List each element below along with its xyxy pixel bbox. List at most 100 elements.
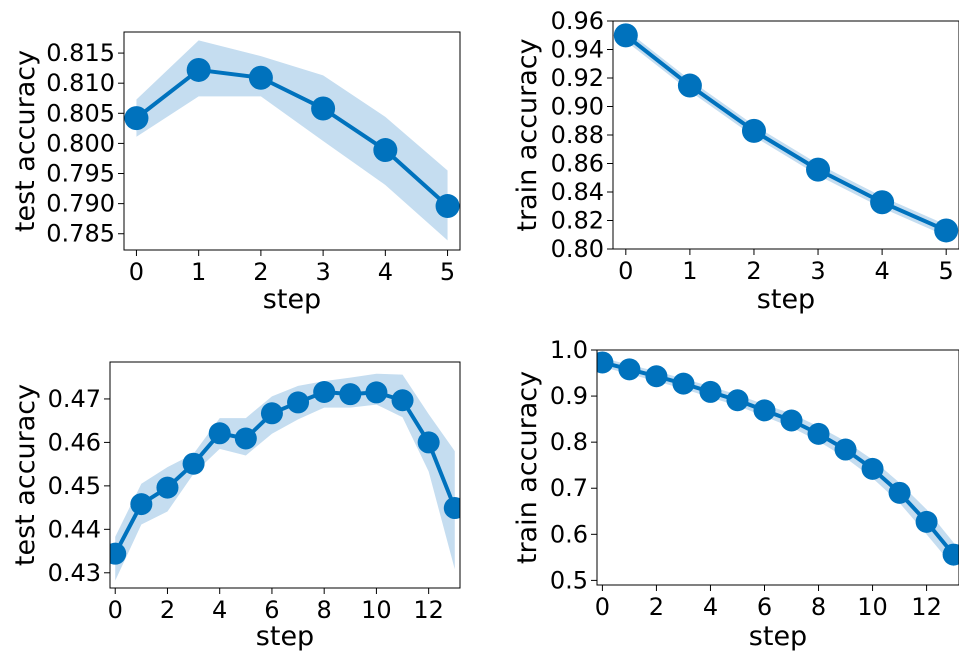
x-tick-label: 4 — [874, 257, 889, 285]
data-point — [741, 118, 766, 143]
data-point — [888, 481, 911, 504]
x-tick-label: 1 — [682, 257, 697, 285]
x-axis-label: step — [749, 621, 807, 651]
data-point — [130, 493, 153, 516]
x-axis-label: step — [256, 621, 314, 651]
y-tick-label: 0.790 — [46, 190, 115, 218]
data-point — [248, 65, 273, 90]
y-tick-label: 0.45 — [48, 472, 101, 500]
y-tick-label: 1.0 — [550, 336, 588, 364]
y-tick-label: 0.82 — [551, 207, 604, 235]
data-point — [182, 452, 205, 475]
subplot-2: 0 1 2 3 4 5 0.800.820.840.860.880.900.920.940.… — [512, 7, 959, 315]
data-point — [311, 96, 336, 121]
data-point — [677, 73, 702, 98]
y-tick-label: 0.44 — [48, 515, 101, 543]
y-tick-label: 0.8 — [550, 428, 588, 456]
subplot-4: 0 2 4 6 8 10 12 0.5 0.6 0.7 0.8 0.9 1.0 step train acc… — [512, 336, 959, 651]
data-point — [807, 422, 830, 445]
series-line — [135, 67, 449, 208]
y-tick-label: 0.96 — [551, 7, 604, 35]
axes-frame — [109, 361, 461, 589]
confidence-band — [136, 40, 448, 241]
y-tick-label: 0.795 — [46, 160, 115, 188]
x-tick-label: 2 — [253, 258, 268, 286]
data-point — [597, 351, 614, 374]
data-point — [435, 194, 460, 219]
data-point — [934, 218, 959, 243]
data-point — [260, 402, 283, 425]
y-tick-label: 0.5 — [550, 566, 588, 594]
x-tick-label: 12 — [413, 596, 444, 624]
data-point — [806, 157, 831, 182]
x-tick-label: 8 — [317, 596, 332, 624]
y-axis-label: test accuracy — [10, 384, 41, 566]
axes-frame — [123, 31, 461, 251]
y-tick-label: 0.9 — [550, 382, 588, 410]
subplot-3: 0 2 4 6 8 10 12 0.43 0.44 0.45 0.46 0.47 step test ac… — [10, 361, 461, 651]
confidence-band — [115, 373, 455, 581]
y-tick-label: 0.815 — [46, 39, 115, 67]
data-point — [124, 106, 149, 131]
x-tick-label: 4 — [378, 258, 393, 286]
y-tick-label: 0.84 — [551, 178, 604, 206]
data-point — [672, 372, 695, 395]
y-tick-label: 0.94 — [551, 36, 604, 64]
confidence-band — [602, 357, 954, 567]
x-axis-label: step — [757, 284, 815, 315]
data-point — [339, 383, 362, 406]
y-axis-label: train accuracy — [512, 38, 543, 231]
x-tick-label: 1 — [191, 258, 206, 286]
y-tick-label: 0.785 — [46, 220, 115, 248]
x-tick-label: 10 — [857, 593, 888, 621]
x-tick-label: 10 — [361, 596, 392, 624]
y-axis-label: train accuracy — [512, 371, 543, 564]
data-point — [417, 431, 440, 454]
y-axis-label: test accuracy — [10, 50, 41, 232]
data-point — [373, 138, 398, 163]
data-point — [942, 543, 959, 566]
data-point — [645, 365, 668, 388]
data-point — [726, 389, 749, 412]
data-point — [234, 427, 257, 450]
data-point — [287, 391, 310, 414]
x-tick-label: 3 — [315, 258, 330, 286]
x-tick-label: 0 — [108, 596, 123, 624]
data-point — [753, 399, 776, 422]
data-point — [861, 457, 884, 480]
y-tick-label: 0.92 — [551, 64, 604, 92]
x-tick-label: 3 — [810, 257, 825, 285]
x-tick-label: 0 — [595, 593, 610, 621]
x-tick-label: 6 — [757, 593, 772, 621]
y-tick-label: 0.805 — [46, 99, 115, 127]
x-tick-label: 2 — [746, 257, 761, 285]
data-point — [365, 381, 388, 404]
x-tick-label: 0 — [129, 258, 144, 286]
data-point — [208, 422, 231, 445]
series-line — [624, 33, 947, 233]
x-axis-label: step — [263, 284, 321, 315]
y-tick-label: 0.90 — [551, 93, 604, 121]
x-tick-label: 5 — [440, 258, 455, 286]
data-point — [780, 409, 803, 432]
data-point — [313, 380, 336, 403]
y-tick-label: 0.86 — [551, 150, 604, 178]
y-tick-label: 0.47 — [48, 385, 101, 413]
x-tick-label: 2 — [160, 596, 175, 624]
data-point — [156, 476, 179, 499]
x-tick-label: 8 — [811, 593, 826, 621]
x-tick-label: 4 — [703, 593, 718, 621]
y-tick-label: 0.800 — [46, 129, 115, 157]
y-tick-label: 0.6 — [550, 520, 588, 548]
data-point — [834, 438, 857, 461]
x-tick-label: 4 — [212, 596, 227, 624]
series-line — [601, 360, 956, 556]
data-point — [186, 57, 211, 82]
data-point — [699, 380, 722, 403]
y-tick-label: 0.88 — [551, 121, 604, 149]
x-tick-label: 5 — [939, 257, 954, 285]
y-tick-label: 0.43 — [48, 559, 101, 587]
y-tick-label: 0.46 — [48, 428, 101, 456]
